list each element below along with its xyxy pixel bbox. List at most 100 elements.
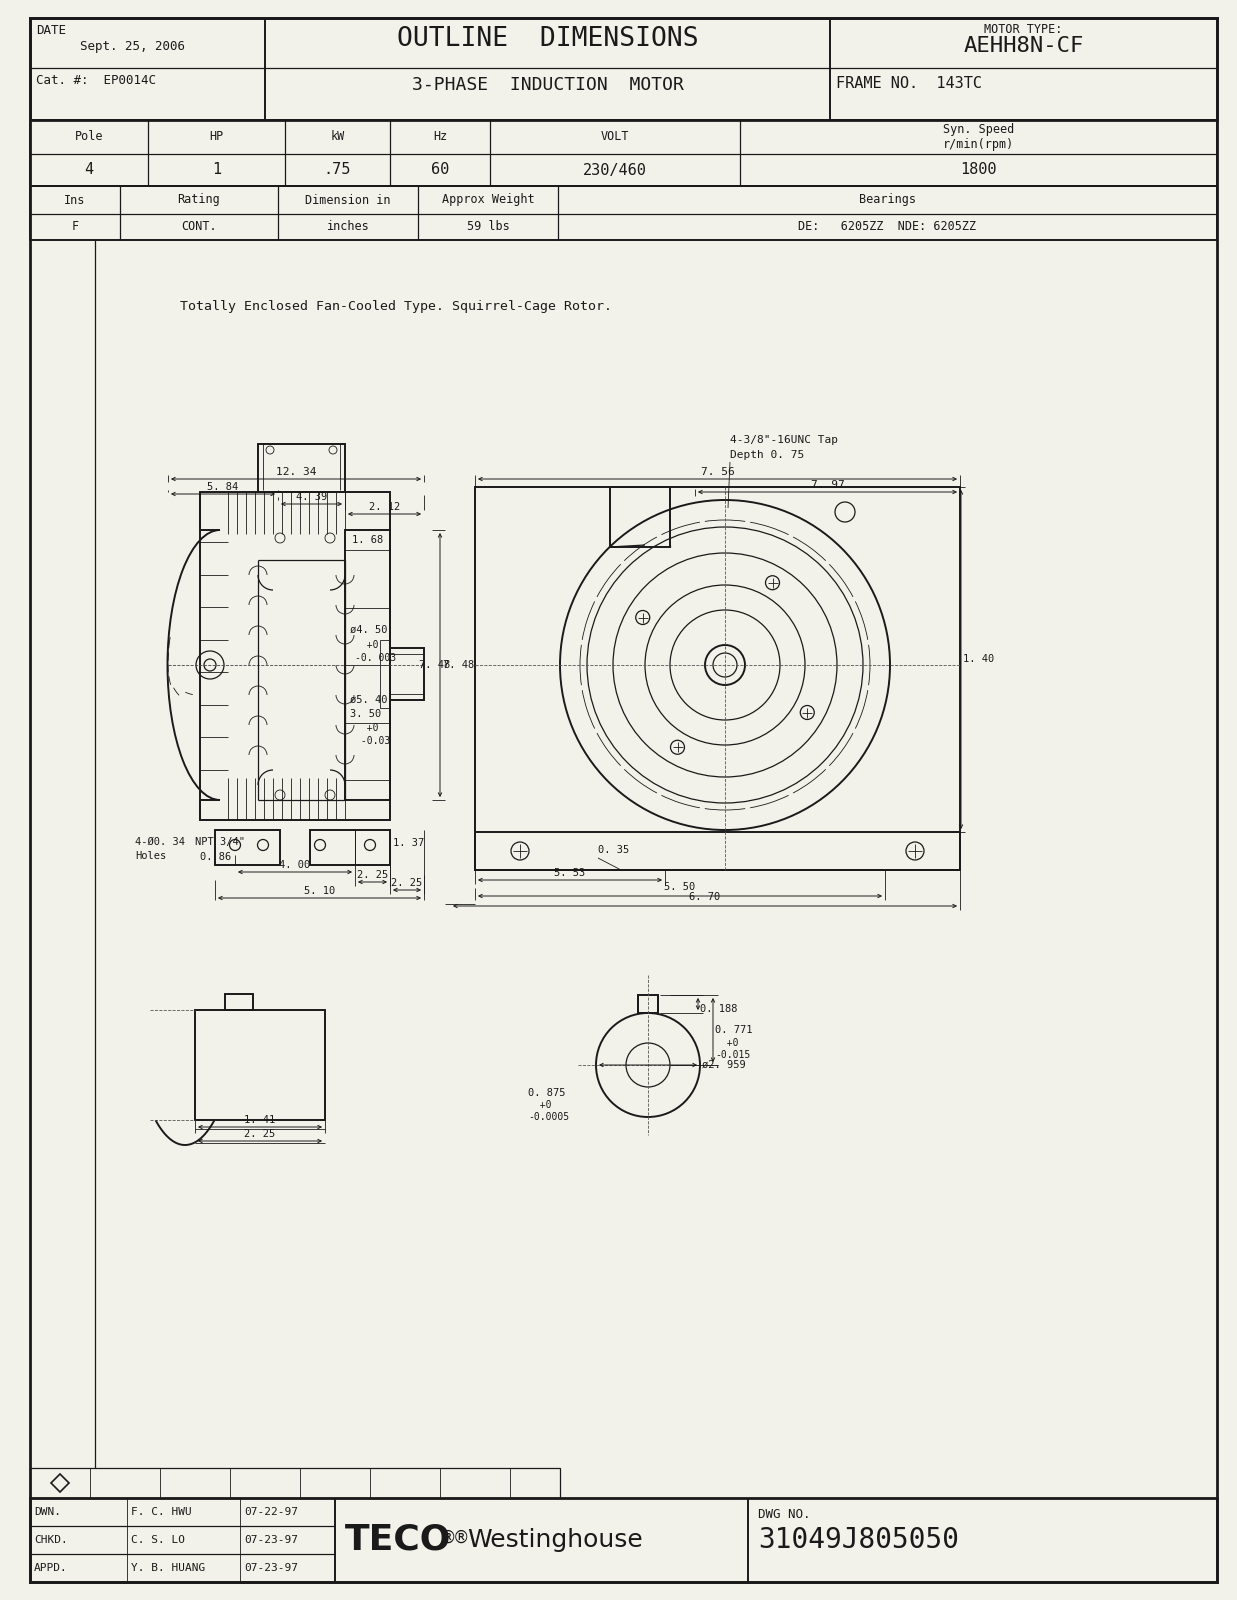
Text: 2. 12: 2. 12 (370, 502, 401, 512)
Text: F. C. HWU: F. C. HWU (131, 1507, 192, 1517)
Text: 1. 40: 1. 40 (962, 654, 995, 664)
Text: 7. 48: 7. 48 (443, 659, 474, 670)
Bar (30, 1498, 1217, 1582)
Text: ®: ® (453, 1530, 470, 1547)
Text: 4: 4 (84, 163, 94, 178)
Text: Depth 0. 75: Depth 0. 75 (730, 450, 804, 461)
Bar (475, 486, 960, 870)
Text: AEHH8N-CF: AEHH8N-CF (964, 35, 1084, 56)
Bar (638, 995, 658, 1013)
Text: DWG NO.: DWG NO. (758, 1507, 810, 1522)
Text: +0: +0 (528, 1101, 552, 1110)
Text: Approx Weight: Approx Weight (442, 194, 534, 206)
Text: Hz: Hz (433, 131, 447, 144)
Text: VOLT: VOLT (601, 131, 630, 144)
Text: 7. 56: 7. 56 (700, 467, 735, 477)
Text: TECO: TECO (345, 1523, 452, 1557)
Text: Totally Enclosed Fan-Cooled Type. Squirrel-Cage Rotor.: Totally Enclosed Fan-Cooled Type. Squirr… (181, 301, 612, 314)
Text: Rating: Rating (178, 194, 220, 206)
Text: 0. 771: 0. 771 (715, 1026, 752, 1035)
Text: 5. 10: 5. 10 (304, 886, 335, 896)
Text: Bearings: Bearings (858, 194, 917, 206)
Text: 1. 68: 1. 68 (353, 534, 383, 546)
Text: Cat. #:  EP0014C: Cat. #: EP0014C (36, 74, 156, 86)
Text: DATE: DATE (36, 24, 66, 37)
Text: 59 lbs: 59 lbs (466, 221, 510, 234)
Text: HP: HP (209, 131, 224, 144)
Text: +0: +0 (355, 723, 379, 733)
Bar (610, 486, 670, 547)
Text: 1800: 1800 (960, 163, 997, 178)
Text: 2. 25: 2. 25 (357, 870, 388, 880)
Bar (215, 830, 280, 866)
Bar (30, 1469, 560, 1498)
Bar (195, 1010, 325, 1120)
Text: 07-23-97: 07-23-97 (244, 1534, 298, 1546)
Text: 1: 1 (212, 163, 221, 178)
Bar (30, 120, 1217, 186)
Text: Westinghouse: Westinghouse (468, 1528, 643, 1552)
Text: 3. 50: 3. 50 (350, 709, 381, 718)
Text: 12. 34: 12. 34 (276, 467, 317, 477)
Text: 1. 37: 1. 37 (393, 838, 424, 848)
Text: CHKD.: CHKD. (33, 1534, 68, 1546)
Text: 0. 188: 0. 188 (700, 1005, 737, 1014)
Bar (390, 648, 424, 701)
Bar (380, 640, 390, 707)
Bar (475, 832, 960, 870)
Text: Ins: Ins (64, 194, 85, 206)
Text: 07-22-97: 07-22-97 (244, 1507, 298, 1517)
Text: -0. 003: -0. 003 (355, 653, 396, 662)
Text: 6. 70: 6. 70 (689, 893, 721, 902)
Text: 1. 41: 1. 41 (245, 1115, 276, 1125)
Text: inches: inches (327, 221, 370, 234)
Text: CONT.: CONT. (181, 221, 216, 234)
Text: OUTLINE  DIMENSIONS: OUTLINE DIMENSIONS (397, 26, 699, 51)
Text: 5. 53: 5. 53 (554, 867, 585, 878)
Text: .75: .75 (324, 163, 351, 178)
Text: Y. B. HUANG: Y. B. HUANG (131, 1563, 205, 1573)
Text: 60: 60 (430, 163, 449, 178)
Bar (259, 443, 345, 493)
Text: 31049J805050: 31049J805050 (758, 1526, 959, 1554)
Bar (200, 493, 390, 819)
Bar (30, 18, 1217, 120)
Text: 5. 84: 5. 84 (208, 482, 239, 493)
Text: 0. 86: 0. 86 (200, 851, 231, 862)
Text: MOTOR TYPE:: MOTOR TYPE: (985, 22, 1063, 35)
Text: 07-23-97: 07-23-97 (244, 1563, 298, 1573)
Text: 7. 97: 7. 97 (810, 480, 845, 490)
Text: -0.0005: -0.0005 (528, 1112, 569, 1122)
Text: DWN.: DWN. (33, 1507, 61, 1517)
Text: kW: kW (330, 131, 345, 144)
Text: 4. 39: 4. 39 (297, 493, 328, 502)
Text: FRAME NO.  143TC: FRAME NO. 143TC (836, 75, 982, 91)
Text: -0.015: -0.015 (715, 1050, 751, 1059)
Text: Syn. Speed
r/min(rpm): Syn. Speed r/min(rpm) (943, 123, 1014, 150)
Text: Sept. 25, 2006: Sept. 25, 2006 (80, 40, 186, 53)
Text: Holes: Holes (135, 851, 166, 861)
Bar (30, 186, 1217, 240)
Text: 7. 48: 7. 48 (419, 659, 450, 670)
Bar (345, 530, 390, 800)
Text: NPT 3/4": NPT 3/4" (195, 837, 245, 846)
Text: 4-3/8"-16UNC Tap: 4-3/8"-16UNC Tap (730, 435, 837, 445)
Text: ø2. 959: ø2. 959 (703, 1059, 746, 1070)
Text: Pole: Pole (74, 131, 103, 144)
Text: 4-Ø0. 34: 4-Ø0. 34 (135, 837, 186, 846)
Text: ø5. 40: ø5. 40 (350, 694, 387, 706)
Text: 0. 35: 0. 35 (597, 845, 630, 854)
Text: 2. 25: 2. 25 (245, 1130, 276, 1139)
Text: +0: +0 (715, 1038, 738, 1048)
Text: Dimension in: Dimension in (306, 194, 391, 206)
Text: F: F (72, 221, 79, 234)
Text: 4. 00: 4. 00 (280, 861, 310, 870)
Text: APPD.: APPD. (33, 1563, 68, 1573)
Text: 0. 875: 0. 875 (528, 1088, 565, 1098)
Text: 3-PHASE  INDUCTION  MOTOR: 3-PHASE INDUCTION MOTOR (412, 75, 683, 94)
Bar (310, 830, 390, 866)
Text: DE:   6205ZZ  NDE: 6205ZZ: DE: 6205ZZ NDE: 6205ZZ (798, 221, 976, 234)
Bar (225, 994, 254, 1010)
Text: C. S. LO: C. S. LO (131, 1534, 186, 1546)
Text: 2. 25: 2. 25 (391, 878, 423, 888)
